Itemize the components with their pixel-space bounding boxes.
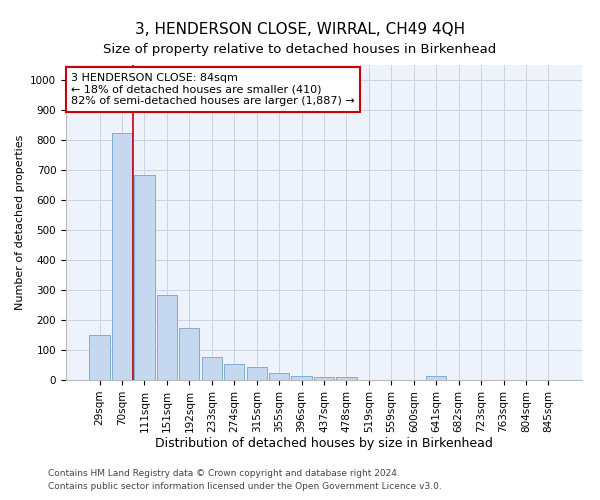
Bar bbox=[292, 376, 311, 380]
Text: 3, HENDERSON CLOSE, WIRRAL, CH49 4QH: 3, HENDERSON CLOSE, WIRRAL, CH49 4QH bbox=[135, 22, 465, 38]
Text: Contains public sector information licensed under the Open Government Licence v3: Contains public sector information licen… bbox=[48, 482, 442, 491]
Y-axis label: Number of detached properties: Number of detached properties bbox=[14, 135, 25, 310]
X-axis label: Distribution of detached houses by size in Birkenhead: Distribution of detached houses by size … bbox=[155, 438, 493, 450]
Bar bbox=[269, 374, 289, 380]
Text: 3 HENDERSON CLOSE: 84sqm
← 18% of detached houses are smaller (410)
82% of semi-: 3 HENDERSON CLOSE: 84sqm ← 18% of detach… bbox=[71, 73, 355, 106]
Bar bbox=[426, 376, 446, 380]
Text: Size of property relative to detached houses in Birkenhead: Size of property relative to detached ho… bbox=[103, 42, 497, 56]
Bar bbox=[202, 356, 222, 380]
Bar bbox=[179, 328, 199, 380]
Bar bbox=[337, 377, 356, 380]
Bar bbox=[157, 294, 177, 380]
Bar bbox=[89, 335, 110, 380]
Bar bbox=[247, 368, 267, 380]
Bar bbox=[134, 174, 155, 380]
Bar bbox=[314, 377, 334, 380]
Bar bbox=[112, 132, 132, 380]
Bar bbox=[224, 364, 244, 380]
Text: Contains HM Land Registry data © Crown copyright and database right 2024.: Contains HM Land Registry data © Crown c… bbox=[48, 468, 400, 477]
